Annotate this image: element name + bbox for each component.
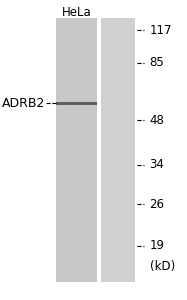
Bar: [56, 102, 97, 105]
Bar: [56, 18, 97, 282]
Text: ADRB2: ADRB2: [2, 97, 45, 110]
Text: 26: 26: [150, 197, 165, 211]
Text: 19: 19: [150, 239, 165, 253]
Text: 85: 85: [150, 56, 164, 70]
Bar: [101, 18, 135, 282]
Text: 48: 48: [150, 113, 165, 127]
Text: (kD): (kD): [150, 260, 175, 274]
Text: 34: 34: [150, 158, 165, 172]
Text: 117: 117: [150, 23, 172, 37]
Text: HeLa: HeLa: [62, 6, 92, 19]
